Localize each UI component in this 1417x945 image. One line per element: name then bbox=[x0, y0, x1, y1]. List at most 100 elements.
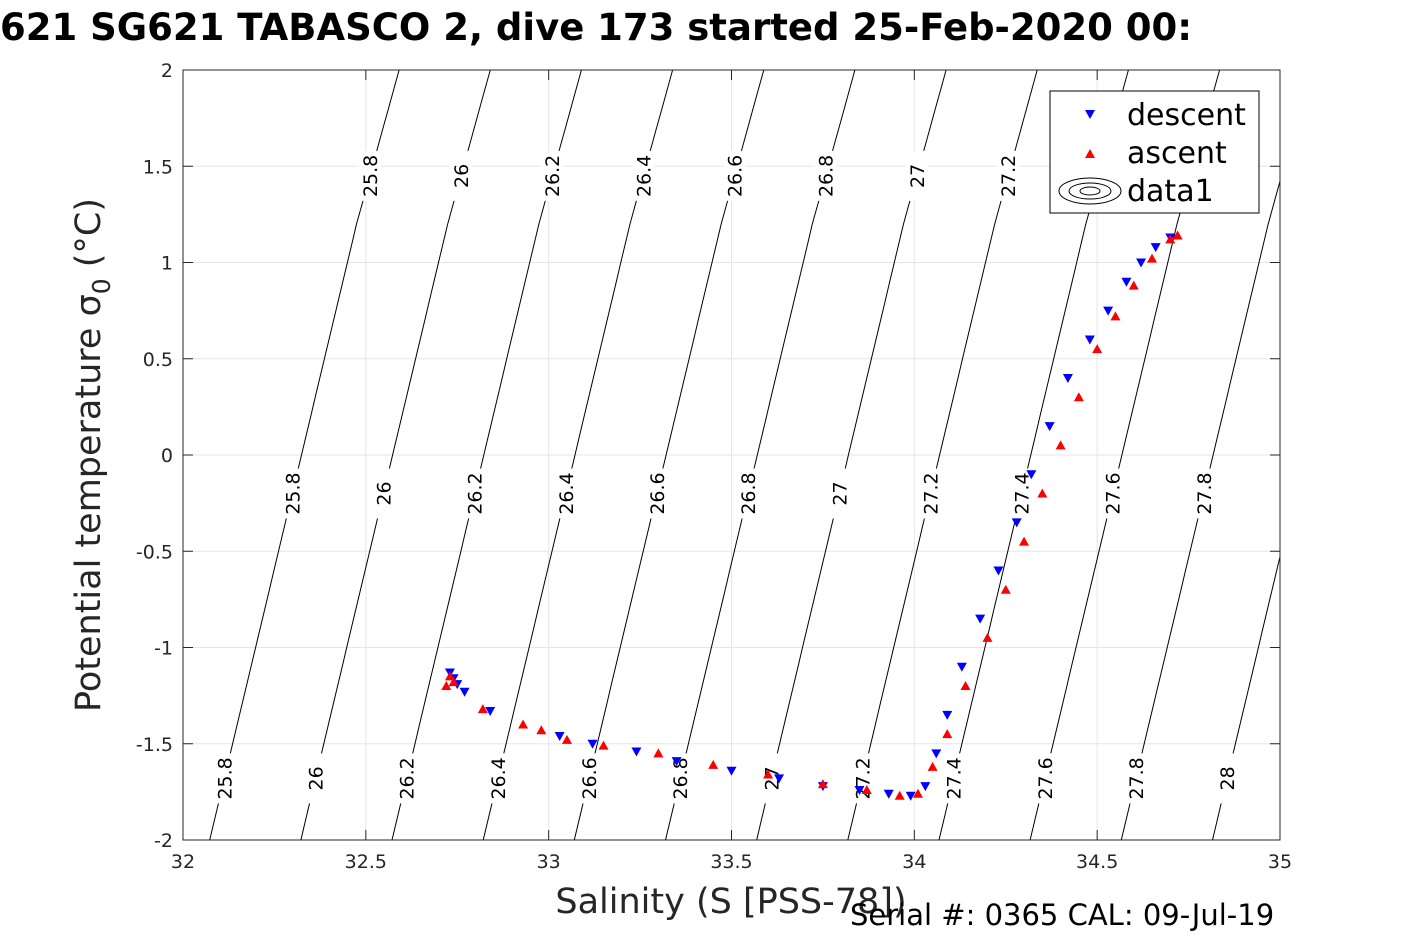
ascent-point bbox=[912, 788, 923, 798]
x-tick-label: 33 bbox=[537, 851, 561, 873]
contour-label-bg bbox=[486, 753, 509, 804]
contour-label: 26 bbox=[306, 766, 328, 790]
contour-label: 26.4 bbox=[488, 757, 510, 799]
contour-label: 27.6 bbox=[1035, 757, 1057, 799]
axis-ticks: 32 32.5 33 33.5 34 34.5 35 -2 -1.5 -1 -0.5 0 0.5 1 1.5… bbox=[136, 60, 1292, 873]
legend-data1-label: data1 bbox=[1127, 174, 1214, 209]
contour-label-bg bbox=[372, 468, 395, 519]
ascent-point bbox=[861, 784, 872, 794]
ascent-point bbox=[561, 734, 572, 744]
ascent-point bbox=[942, 729, 953, 739]
x-tick-label: 32 bbox=[171, 851, 195, 873]
descent-point bbox=[1121, 277, 1132, 287]
ascent-point bbox=[536, 725, 547, 735]
descent-point bbox=[1011, 518, 1022, 528]
contour-label: 27.2 bbox=[920, 472, 942, 514]
contour-label-bg bbox=[213, 753, 236, 804]
descent-point bbox=[1136, 258, 1147, 268]
data-points bbox=[441, 230, 1183, 801]
ascent-point bbox=[817, 779, 828, 789]
contour-label: 26.2 bbox=[397, 757, 419, 799]
descent-point bbox=[1062, 374, 1073, 383]
contour-label: 27.8 bbox=[1194, 472, 1216, 514]
contour-label-bg bbox=[814, 150, 837, 201]
x-tick-label: 34.5 bbox=[1076, 851, 1118, 873]
contour-line bbox=[664, 70, 856, 840]
contour-label-bg bbox=[1033, 753, 1056, 804]
descent-point bbox=[1103, 306, 1114, 316]
contour-line bbox=[756, 70, 947, 840]
contour-label-bg bbox=[737, 468, 760, 519]
ascent-point bbox=[1037, 488, 1048, 498]
contour-label-bg bbox=[669, 753, 692, 804]
descent-point bbox=[671, 757, 682, 767]
legend: descent ascent data1 bbox=[1049, 90, 1260, 214]
contour-line bbox=[1120, 179, 1280, 840]
ascent-point bbox=[982, 632, 993, 642]
contour-label: 26.6 bbox=[724, 155, 746, 197]
descent-point bbox=[1044, 422, 1055, 432]
legend-ascent-marker bbox=[1085, 149, 1095, 158]
contour-label: 25.8 bbox=[282, 472, 304, 514]
legend-ascent-label: ascent bbox=[1127, 136, 1227, 171]
contour-label: 27 bbox=[907, 164, 929, 188]
descent-point bbox=[920, 782, 931, 792]
ascent-point bbox=[518, 719, 529, 729]
contour-label-bg bbox=[304, 753, 327, 804]
y-tick-label: 1.5 bbox=[143, 156, 173, 178]
y-axis-label: Potential temperature σ0 (°C) bbox=[69, 198, 116, 712]
contour-label: 26.8 bbox=[816, 155, 838, 197]
contour-label-bg bbox=[578, 753, 601, 804]
x-axis-label: Salinity (S [PSS-78]) bbox=[555, 882, 906, 922]
descent-point bbox=[931, 749, 942, 759]
contour-label: 28 bbox=[1217, 766, 1239, 790]
y-tick-label: -2 bbox=[154, 830, 173, 852]
legend-descent-label: descent bbox=[1127, 98, 1246, 133]
ascent-point bbox=[653, 748, 664, 758]
contour-label: 27.6 bbox=[1103, 472, 1125, 514]
contour-line bbox=[300, 70, 491, 840]
contour-label-bg bbox=[554, 468, 577, 519]
contour-label-bg bbox=[395, 753, 418, 804]
x-tick-label: 33.5 bbox=[710, 851, 752, 873]
x-tick-label: 34 bbox=[902, 851, 926, 873]
y-tick-label: 1 bbox=[161, 253, 173, 275]
contour-label-bg bbox=[1192, 468, 1215, 519]
contour-label: 26.4 bbox=[556, 472, 578, 514]
descent-point bbox=[942, 710, 953, 720]
ascent-point bbox=[1147, 253, 1158, 263]
ascent-point bbox=[960, 681, 971, 690]
ascent-point bbox=[598, 740, 609, 750]
x-tick-label: 32.5 bbox=[345, 851, 387, 873]
descent-point bbox=[975, 614, 986, 624]
contour-label: 27.2 bbox=[998, 155, 1020, 197]
y-tick-label: 2 bbox=[161, 60, 173, 82]
contour-label-bg bbox=[645, 468, 668, 519]
contour-label-bg bbox=[905, 150, 928, 201]
contour-label: 26.8 bbox=[670, 757, 692, 799]
contour-label-bg bbox=[942, 753, 965, 804]
contour-label: 26.8 bbox=[738, 472, 760, 514]
descent-point bbox=[485, 707, 496, 717]
contour-label-bg bbox=[358, 150, 381, 201]
contour-line bbox=[209, 70, 400, 840]
contour-line bbox=[391, 70, 582, 840]
legend-box bbox=[1049, 90, 1260, 214]
ascent-point bbox=[1172, 230, 1183, 240]
ascent-point bbox=[1110, 311, 1121, 321]
descent-point bbox=[631, 747, 642, 757]
ascent-point bbox=[1055, 440, 1066, 450]
contour-label: 25.8 bbox=[214, 757, 236, 799]
descent-point bbox=[587, 739, 598, 749]
isopycnal-contours: 25.8 25.8 25.8 26 26 26 26.2 26.2 26.2 26.4 26.4 26… bbox=[209, 70, 1280, 840]
contour-label: 26 bbox=[451, 164, 473, 188]
descent-point bbox=[726, 766, 737, 776]
contour-label-bg bbox=[1101, 468, 1124, 519]
ascent-point bbox=[927, 761, 938, 771]
y-tick-label: 0 bbox=[161, 445, 173, 467]
contour-label-bg bbox=[996, 150, 1019, 201]
descent-point bbox=[993, 566, 1004, 576]
contour-label-bg bbox=[1124, 753, 1147, 804]
ascent-point bbox=[1000, 584, 1011, 594]
contour-label-bg bbox=[1216, 753, 1239, 804]
